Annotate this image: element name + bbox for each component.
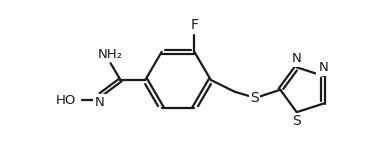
Text: S: S xyxy=(250,91,259,105)
Text: N: N xyxy=(292,52,302,65)
Text: HO: HO xyxy=(55,94,76,107)
Text: N: N xyxy=(319,61,328,74)
Text: S: S xyxy=(292,114,301,128)
Text: F: F xyxy=(190,18,199,32)
Text: NH₂: NH₂ xyxy=(98,48,123,61)
Text: N: N xyxy=(95,96,105,109)
